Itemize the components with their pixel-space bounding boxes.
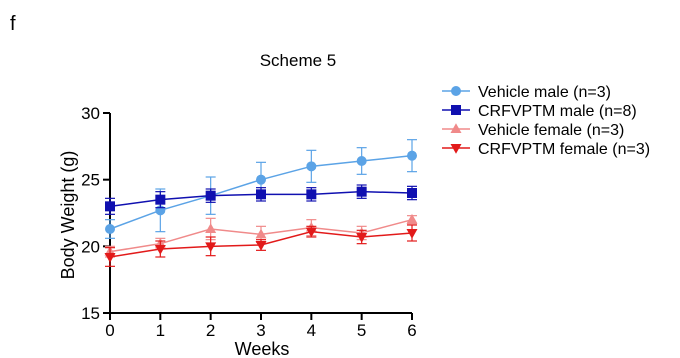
legend-marker bbox=[451, 105, 461, 115]
data-point bbox=[407, 188, 417, 198]
data-point bbox=[205, 190, 216, 201]
y-tick-label: 30 bbox=[81, 104, 100, 123]
legend-label: Vehicle female (n=3) bbox=[478, 122, 624, 139]
legend-marker bbox=[450, 123, 462, 133]
panel-label: f bbox=[10, 13, 16, 35]
x-tick-label: 4 bbox=[307, 321, 316, 340]
data-point bbox=[105, 201, 115, 212]
data-point bbox=[255, 241, 267, 251]
x-axis-label: Weeks bbox=[235, 339, 290, 358]
x-tick-label: 3 bbox=[256, 321, 265, 340]
legend-item: Vehicle female (n=3) bbox=[442, 122, 624, 139]
legend-item: Vehicle male (n=3) bbox=[442, 84, 611, 101]
legend-item: CRFVPTM female (n=3) bbox=[442, 141, 650, 158]
data-point bbox=[306, 189, 317, 200]
data-point bbox=[105, 224, 115, 234]
data-point bbox=[305, 227, 317, 238]
data-point bbox=[406, 213, 418, 224]
y-axis-label: Body Weight (g) bbox=[58, 151, 78, 280]
legend-marker bbox=[450, 144, 462, 154]
data-point bbox=[256, 174, 266, 185]
data-point bbox=[155, 194, 166, 205]
data-point bbox=[154, 245, 166, 255]
data-point bbox=[356, 186, 367, 197]
data-point bbox=[356, 233, 368, 243]
data-point bbox=[356, 156, 367, 166]
y-tick-label: 15 bbox=[81, 304, 100, 323]
chart-title: Scheme 5 bbox=[260, 51, 337, 70]
legend-marker bbox=[451, 86, 461, 96]
y-tick-label: 25 bbox=[81, 171, 100, 190]
x-tick-label: 2 bbox=[206, 321, 215, 340]
legend-label: CRFVPTM female (n=3) bbox=[478, 141, 650, 158]
data-point bbox=[205, 223, 217, 233]
y-tick-label: 20 bbox=[81, 237, 100, 256]
legend-label: CRFVPTM male (n=8) bbox=[478, 103, 637, 120]
x-tick-label: 5 bbox=[357, 321, 366, 340]
legend-label: Vehicle male (n=3) bbox=[478, 84, 611, 101]
legend: Vehicle male (n=3) CRFVPTM male (n=8) Vehi… bbox=[442, 84, 650, 158]
series-3 bbox=[104, 224, 418, 267]
x-tick-label: 1 bbox=[156, 321, 165, 340]
legend-item: CRFVPTM male (n=8) bbox=[442, 103, 637, 120]
series-1 bbox=[105, 184, 417, 215]
data-point bbox=[406, 229, 418, 239]
data-point bbox=[255, 228, 267, 239]
data-point bbox=[205, 242, 217, 253]
axes: 15 20 25 30 0 1 2 3 4 5 6 bbox=[81, 104, 417, 340]
series-layer bbox=[104, 139, 418, 267]
x-tick-label: 6 bbox=[407, 321, 416, 340]
data-point bbox=[104, 253, 116, 263]
data-point bbox=[306, 161, 317, 172]
data-point bbox=[256, 189, 266, 200]
x-tick-label: 0 bbox=[105, 321, 114, 340]
data-point bbox=[407, 150, 417, 161]
